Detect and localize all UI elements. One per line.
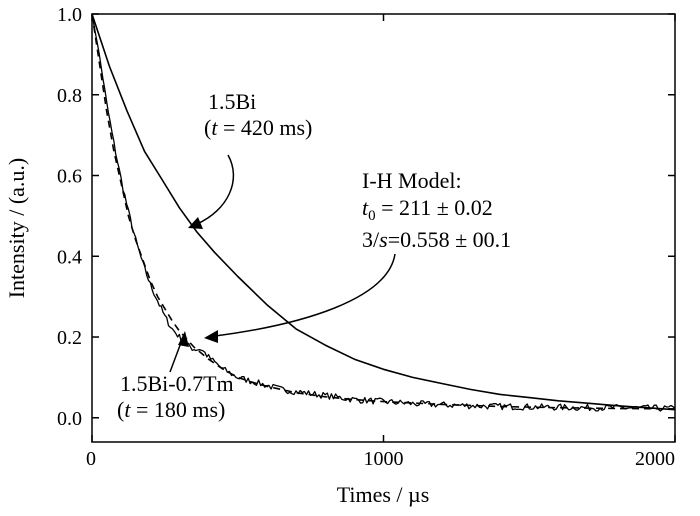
- x-tick-label: 0: [86, 448, 96, 470]
- series-line-2: [91, 13, 676, 412]
- series-line-3: [91, 13, 676, 410]
- series-group: [91, 13, 676, 412]
- annotation-bi-label: 1.5Bi: [208, 89, 256, 114]
- annotation-model-s: 3/s=0.558 ± 00.1: [362, 227, 511, 252]
- y-tick-label: 0.4: [57, 246, 82, 268]
- arrow-model: [214, 253, 396, 337]
- axis-ticks: 0.0 0.2 0.4 0.6 0.8 1.0 0 1000 2000: [57, 4, 676, 470]
- y-axis-title: Intensity / (a.u.): [4, 158, 29, 299]
- annotation-model-t0: t0 = 211 ± 0.02: [362, 195, 493, 224]
- annotation-tm-label: 1.5Bi-0.7Tm: [120, 371, 234, 396]
- series-line-1: [91, 13, 676, 411]
- annotation-tm-lifetime: (t = 180 ms): [117, 397, 225, 422]
- y-tick-label: 0.6: [57, 166, 82, 188]
- y-tick-label: 0.0: [57, 408, 82, 430]
- annotation-bi-lifetime: (t = 420 ms): [204, 115, 312, 140]
- y-tick-label: 0.2: [57, 327, 82, 349]
- arrow-tm-head: [178, 331, 189, 347]
- arrow-bi: [196, 154, 235, 225]
- y-tick-label: 1.0: [57, 4, 82, 26]
- annotation-model-title: I-H Model:: [362, 168, 462, 193]
- x-tick-label: 1000: [364, 448, 404, 470]
- x-tick-label: 2000: [635, 448, 675, 470]
- arrow-bi-head: [188, 217, 203, 229]
- y-tick-label: 0.8: [57, 85, 82, 107]
- arrow-model-head: [204, 330, 218, 343]
- x-axis-title: Times / µs: [337, 482, 430, 507]
